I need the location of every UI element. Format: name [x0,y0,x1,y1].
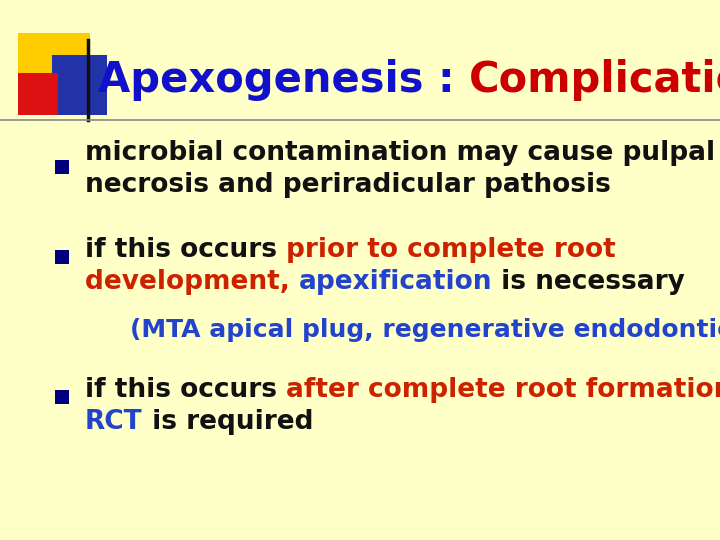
Text: Complications: Complications [469,59,720,101]
Text: Apexogenesis :: Apexogenesis : [98,59,469,101]
Text: RCT: RCT [85,409,143,435]
Bar [55,390,69,404]
Text: necrosis and periradicular pathosis: necrosis and periradicular pathosis [85,172,611,198]
Text: (MTA apical plug, regenerative endodontics): (MTA apical plug, regenerative endodonti… [130,318,720,342]
Bar [55,160,69,174]
Text: is necessary: is necessary [492,269,685,295]
Text: after complete root formation,: after complete root formation, [286,377,720,403]
Text: microbial contamination may cause pulpal: microbial contamination may cause pulpal [85,140,715,166]
Text: prior to complete root: prior to complete root [286,237,616,263]
Bar [52,55,107,115]
Text: is required: is required [143,409,313,435]
Bar [55,250,69,264]
Bar [18,73,58,115]
Text: apexification: apexification [299,269,492,295]
Bar [18,33,90,105]
Text: if this occurs: if this occurs [85,237,286,263]
Text: if this occurs: if this occurs [85,377,286,403]
Text: development,: development, [85,269,299,295]
